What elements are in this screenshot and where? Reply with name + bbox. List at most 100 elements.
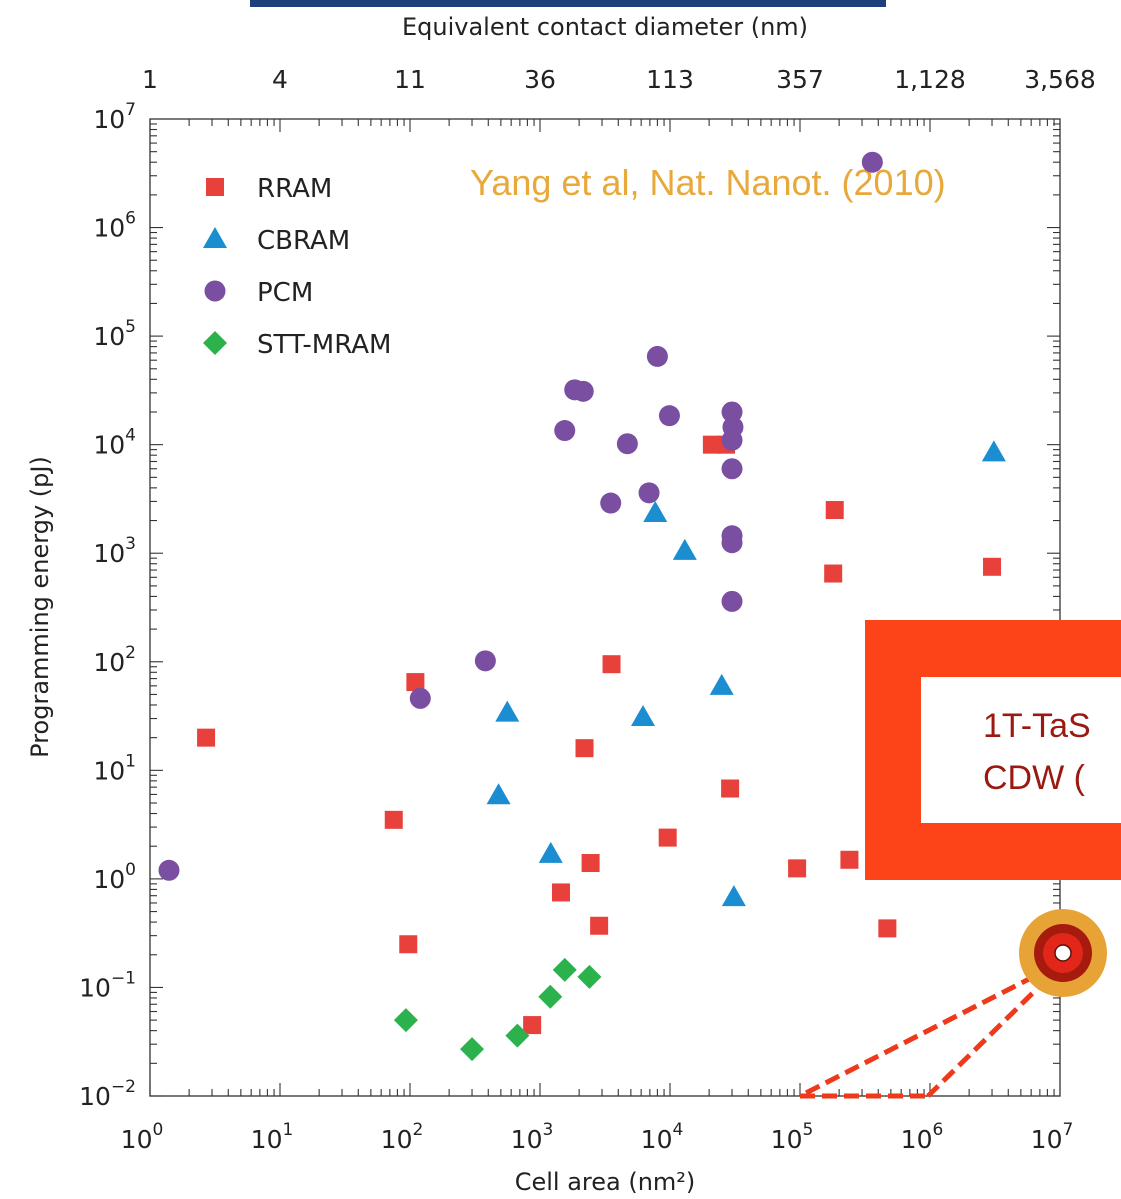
y-tick-label: 103 — [93, 534, 136, 568]
data-point-rram — [551, 883, 570, 902]
pointer-line-upper — [798, 973, 1037, 1099]
x-tick-label: 106 — [901, 1120, 944, 1154]
x-tick-exp: 2 — [412, 1120, 423, 1140]
data-point-rram — [575, 739, 594, 758]
top-tick-labels: 1 4 11 36 113 357 1,128 3,568 — [142, 65, 1096, 94]
x-tick-exp: 0 — [152, 1120, 163, 1140]
y-tick-base: 10 — [93, 214, 125, 243]
x-tick-base: 10 — [381, 1125, 413, 1154]
legend-marker-cbram — [203, 227, 227, 248]
y-tick-base: 10 — [93, 539, 125, 568]
data-point-rram — [384, 810, 403, 829]
callout-box: 1T-TaS CDW ( — [865, 620, 1121, 880]
data-point-rram — [702, 435, 721, 454]
x-tick-label: 105 — [771, 1120, 814, 1154]
data-point-pcm — [658, 405, 680, 427]
y-tick-base: 10 — [79, 1082, 111, 1111]
data-point-cbram — [672, 538, 697, 560]
y-tick-label: 104 — [93, 426, 136, 460]
data-markers — [158, 151, 1006, 1062]
data-point-pcm — [721, 401, 743, 423]
x-tick-labels: 100 101 102 103 104 105 106 107 — [121, 1120, 1074, 1154]
callout-inner — [921, 677, 1121, 823]
data-point-cbram — [709, 673, 734, 695]
data-point-stt-mram — [460, 1037, 485, 1062]
data-point-cbram — [631, 704, 656, 726]
data-point-cbram — [538, 841, 563, 863]
data-point-cbram — [643, 500, 668, 522]
y-tick-label: 101 — [93, 751, 136, 785]
x-tick-label: 100 — [121, 1120, 164, 1154]
x-tick-base: 10 — [251, 1125, 283, 1154]
data-point-cbram — [981, 440, 1006, 462]
top-tick-label: 1 — [142, 65, 158, 94]
x-tick-label: 103 — [511, 1120, 554, 1154]
callout-line-2: CDW ( — [983, 759, 1086, 797]
y-tick-base: 10 — [93, 431, 125, 460]
x-tick-label: 102 — [381, 1120, 424, 1154]
data-point-rram — [840, 850, 859, 869]
x-tick-label: 104 — [641, 1120, 684, 1154]
top-tick-label: 357 — [776, 65, 824, 94]
legend-marker-stt-mram — [203, 331, 227, 355]
data-point-pcm — [409, 687, 431, 709]
legend-label-cbram: CBRAM — [257, 226, 350, 256]
data-point-pcm — [474, 650, 496, 672]
data-point-pcm — [721, 590, 743, 612]
data-point-stt-mram — [505, 1023, 530, 1048]
data-point-rram — [602, 655, 621, 674]
x-tick-base: 10 — [1031, 1125, 1063, 1154]
y-tick-exp: 2 — [125, 643, 136, 663]
y-tick-exp: −1 — [111, 968, 136, 988]
x-tick-base: 10 — [511, 1125, 543, 1154]
highlight-center — [1054, 944, 1072, 962]
x-tick-exp: 7 — [1062, 1120, 1073, 1140]
data-point-cbram — [495, 700, 520, 722]
y-tick-label: 10−1 — [79, 968, 136, 1002]
x-axis-label: Cell area (nm²) — [515, 1168, 696, 1196]
data-point-rram — [399, 935, 418, 954]
data-point-rram — [590, 916, 609, 935]
plot-frame — [149, 118, 1061, 1097]
y-tick-base: 10 — [93, 756, 125, 785]
data-point-pcm — [554, 420, 576, 442]
x-tick-exp: 6 — [932, 1120, 943, 1140]
data-point-rram — [824, 564, 843, 583]
callout-pointer — [798, 973, 1050, 1099]
data-point-rram — [788, 859, 807, 878]
data-point-rram — [197, 728, 216, 747]
top-axis-label: Equivalent contact diameter (nm) — [402, 13, 808, 41]
data-point-pcm — [600, 492, 622, 514]
data-point-stt-mram — [538, 984, 563, 1009]
y-tick-exp: 7 — [125, 100, 136, 120]
data-point-cbram — [486, 783, 511, 805]
data-point-pcm — [721, 458, 743, 480]
x-tick-base: 10 — [641, 1125, 673, 1154]
x-tick-exp: 1 — [282, 1120, 293, 1140]
data-point-pcm — [158, 859, 180, 881]
data-point-rram — [523, 1016, 542, 1035]
y-tick-base: 10 — [79, 973, 111, 1002]
data-point-pcm — [638, 482, 660, 504]
y-tick-exp: 0 — [125, 860, 136, 880]
data-point-rram — [658, 828, 677, 847]
y-tick-exp: 5 — [125, 317, 136, 337]
y-tick-exp: 3 — [125, 534, 136, 554]
legend-marker-pcm — [204, 280, 226, 302]
x-tick-exp: 4 — [672, 1120, 683, 1140]
y-tick-label: 10−2 — [79, 1077, 136, 1111]
x-tick-base: 10 — [771, 1125, 803, 1154]
data-point-rram — [721, 779, 740, 798]
y-tick-base: 10 — [93, 648, 125, 677]
axis-ticks — [149, 119, 1060, 1097]
x-tick-base: 10 — [121, 1125, 153, 1154]
x-tick-label: 101 — [251, 1120, 294, 1154]
data-point-stt-mram — [577, 964, 602, 989]
highlight-marker — [1019, 909, 1107, 997]
y-tick-label: 107 — [93, 100, 136, 134]
data-point-rram — [406, 673, 425, 692]
pointer-line-lower — [926, 976, 1050, 1098]
y-tick-exp: 6 — [125, 209, 136, 229]
y-axis-label: Programming energy (pJ) — [26, 456, 54, 758]
top-tick-label: 3,568 — [1024, 65, 1096, 94]
